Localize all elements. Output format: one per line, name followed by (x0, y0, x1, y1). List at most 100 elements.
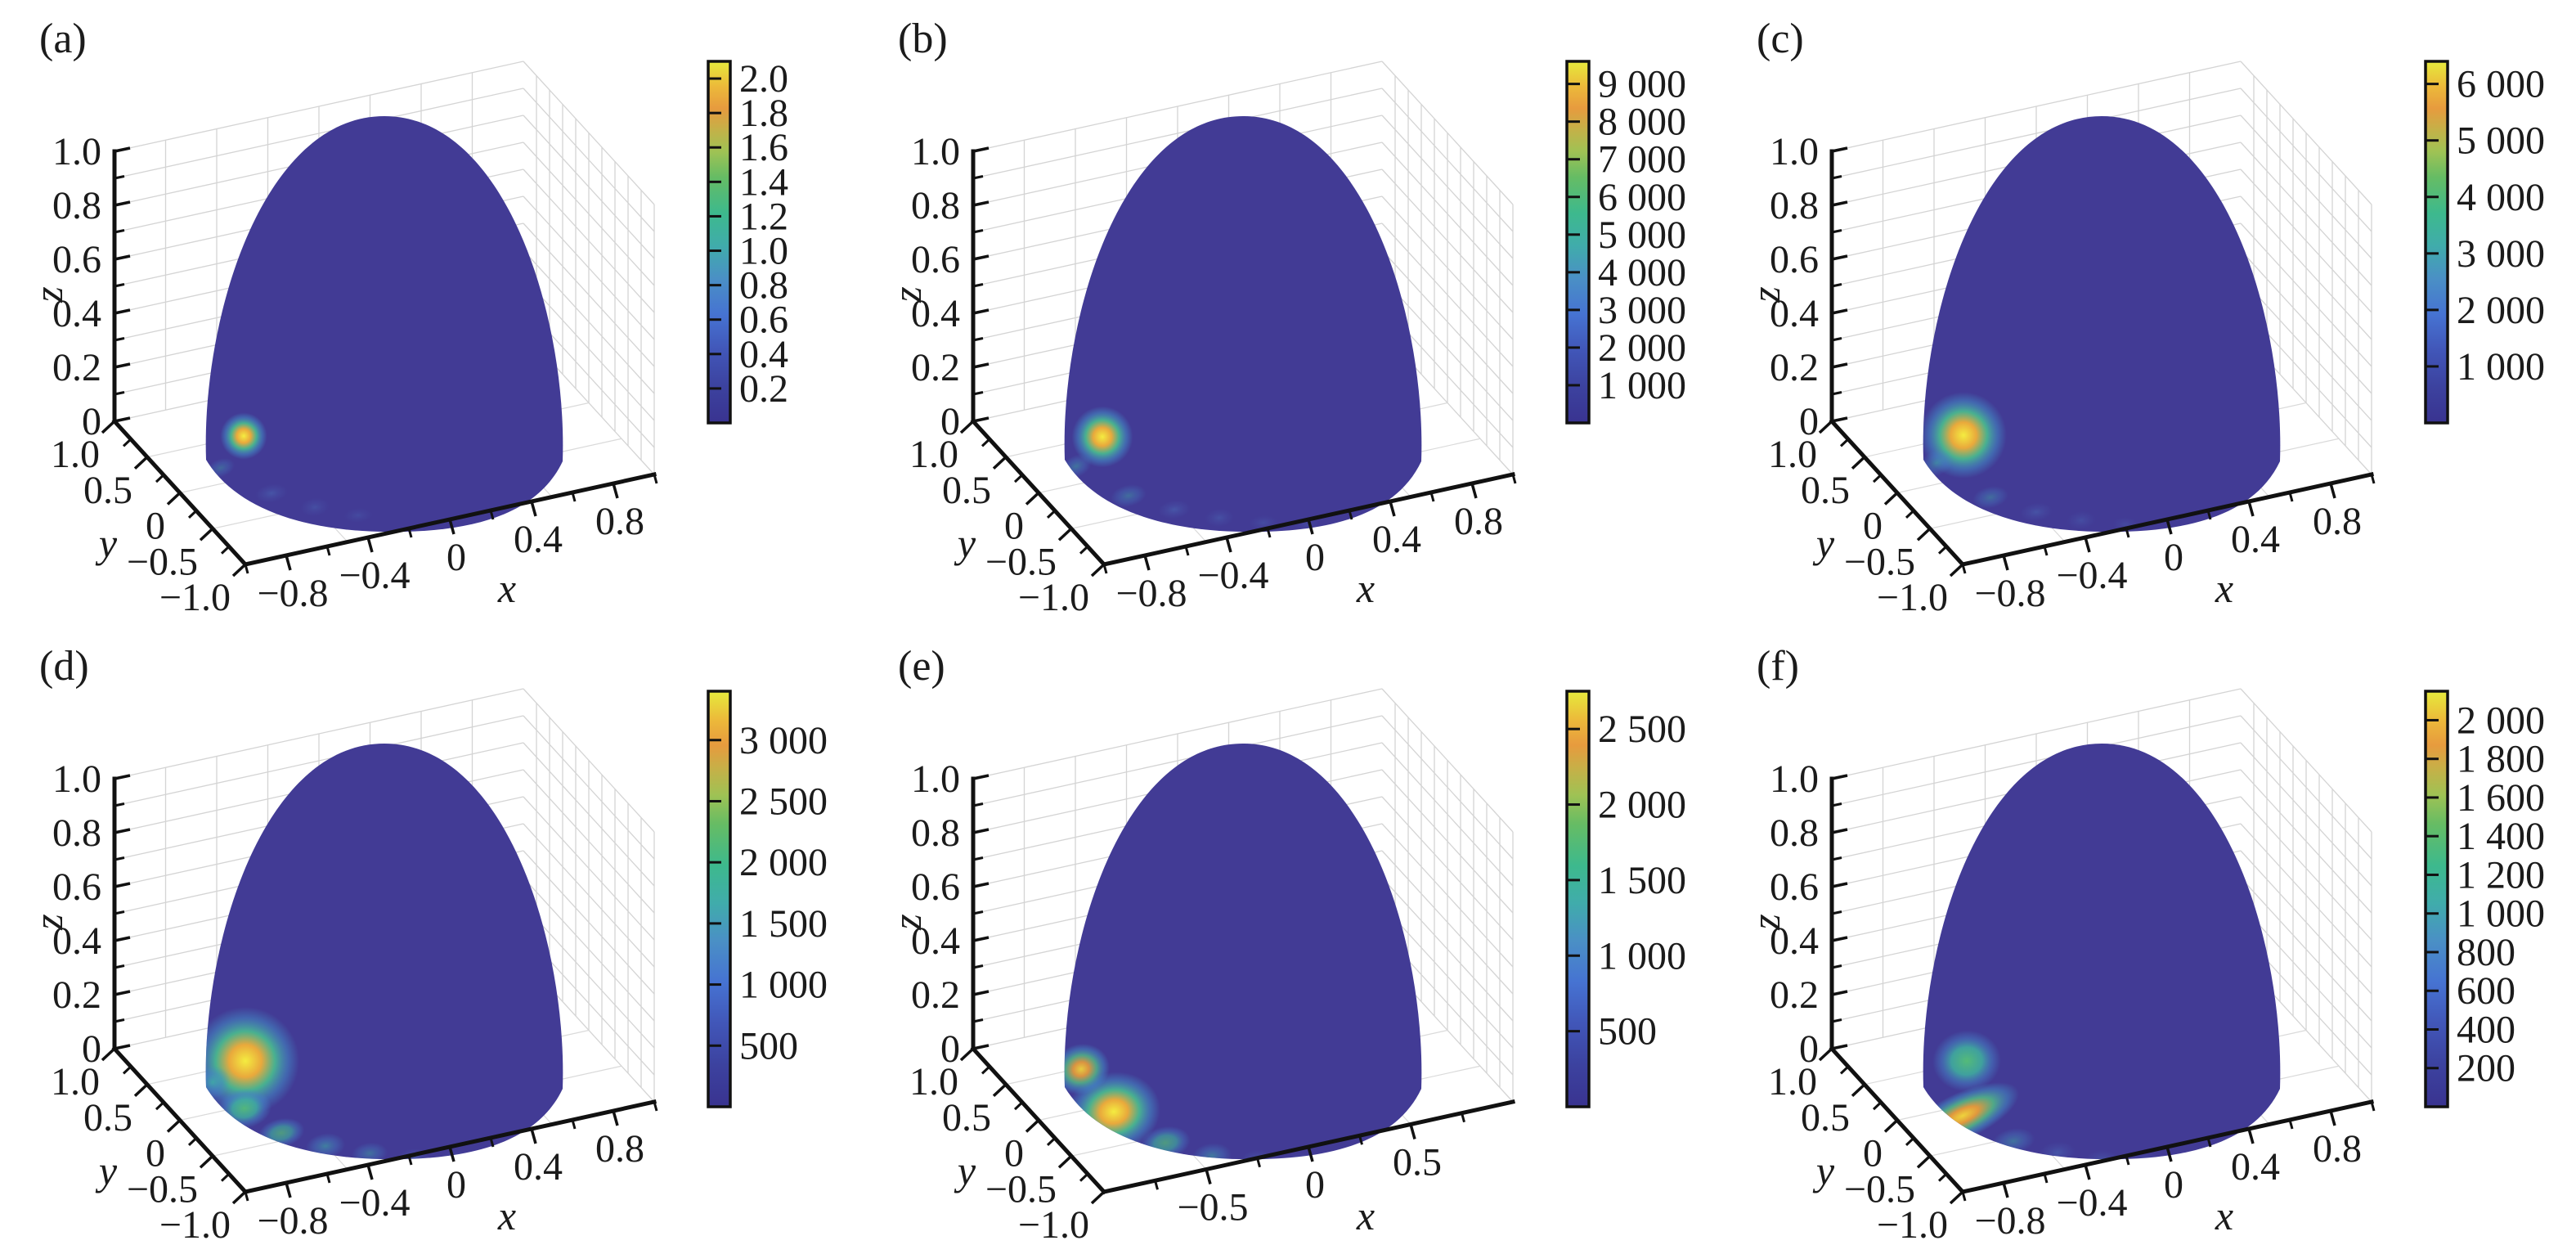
x-minor-tick (2043, 546, 2049, 556)
x-tick (1307, 1146, 1314, 1162)
x-minor-tick (1102, 564, 1108, 574)
z-minor-tick (972, 391, 984, 396)
y-tick-label: −1.0 (1877, 1203, 1948, 1247)
z-tick-label: 0.2 (1770, 973, 1819, 1017)
x-tick-label: 0.8 (2313, 1127, 2362, 1171)
x-tick-label: −0.8 (1974, 572, 2045, 615)
x-minor-tick (1184, 546, 1190, 556)
z-tick (972, 416, 990, 423)
z-tick-label: 0.4 (1770, 292, 1819, 335)
colorbar-tick-label: 1 000 (739, 963, 828, 1006)
z-axis-label: z (884, 914, 930, 930)
colorbar-tick-label: 1.0 (739, 230, 788, 273)
y-tick-label: 1.0 (1768, 433, 1817, 476)
y-tick-label: 0 (1004, 1131, 1024, 1175)
axis-ticks (1818, 146, 2376, 578)
z-minor-tick (972, 1018, 984, 1023)
axis-ticks (959, 146, 1517, 578)
x-minor-tick (1266, 528, 1272, 538)
hemisphere-surface (1923, 743, 2281, 1159)
y-tick-label: −0.5 (1844, 1167, 1915, 1211)
y-minor-tick (220, 546, 231, 555)
y-tick-label: −0.5 (985, 540, 1057, 583)
hotspot (1111, 484, 1147, 507)
hotspot (2130, 1151, 2160, 1159)
z-tick (1831, 308, 1848, 315)
y-tick (1057, 1154, 1073, 1169)
panel-c: 1.00.80.60.40.201.00.50−0.5−1.0 −0.8 −0.4 0… (1743, 16, 2545, 619)
colorbar-tick-label: 2 500 (1598, 708, 1686, 751)
z-tick (114, 416, 131, 423)
y-tick-label: 0 (1863, 505, 1883, 548)
y-tick-label: −1.0 (1018, 576, 1089, 619)
z-tick-label: 1.0 (52, 757, 101, 801)
y-minor-tick (1839, 438, 1850, 447)
x-tick-label: −0.8 (1115, 572, 1187, 615)
x-tick-label: 0 (1305, 1163, 1325, 1207)
y-minor-tick (220, 1172, 231, 1182)
colorbar (1565, 689, 1591, 1108)
z-minor-tick (114, 391, 125, 396)
colorbar-tick-label: 800 (2457, 930, 2515, 973)
z-tick-label: 0.6 (52, 238, 101, 281)
z-tick-label: 0.2 (52, 346, 101, 389)
colorbar-tick-label: 3 000 (1598, 289, 1686, 332)
z-tick (1831, 881, 1848, 888)
panel-cell-a: 1.0 0.8 0.6 0.4 0.2 0 1.0 0.5 0 −0.5 −1.0 −0.8 −0.4 0… (0, 0, 859, 627)
y-tick-label: 0.5 (1801, 1095, 1850, 1139)
y-tick (1851, 1082, 1866, 1097)
hotspot (205, 1065, 231, 1099)
y-tick (1025, 492, 1040, 506)
x-minor-tick (244, 1191, 249, 1201)
z-minor-tick (1831, 337, 1842, 342)
y-tick (959, 1047, 975, 1061)
z-minor-tick (114, 337, 125, 342)
hotspot (1064, 1043, 1110, 1094)
z-tick (114, 146, 131, 153)
z-tick (114, 881, 131, 888)
panel-b: 1.00.80.60.40.201.00.50−0.5−1.0 −0.8 −0.4 0… (884, 16, 1686, 619)
z-tick (972, 1043, 990, 1050)
x-axis-label: x (497, 565, 516, 611)
z-tick (1831, 200, 1848, 207)
x-axis-label: x (497, 1193, 516, 1238)
y-tick (1916, 1154, 1932, 1169)
z-tick (1831, 1043, 1848, 1050)
colorbar (1565, 60, 1591, 425)
z-minor-tick (114, 964, 125, 969)
z-tick-label: 0.2 (1770, 346, 1819, 389)
z-tick (1831, 146, 1848, 153)
panel-d: 1.00.80.60.40.201.00.50−0.5−1.0 −0.8 −0.4 0… (25, 643, 828, 1247)
panel-label: (c) (1757, 16, 1804, 62)
y-minor-tick (1872, 1101, 1883, 1110)
x-tick (1205, 1168, 1212, 1184)
z-tick-label: 0.4 (52, 292, 101, 335)
z-minor-tick (972, 175, 984, 180)
z-tick-label: 0.6 (911, 238, 960, 281)
z-tick (1831, 362, 1848, 369)
x-tick (366, 537, 374, 553)
x-minor-tick (2370, 1101, 2376, 1111)
y-tick-label: −0.5 (127, 540, 198, 583)
z-tick-label: 0.4 (911, 919, 960, 963)
colorbar-tick-label: 2 000 (2457, 699, 2545, 742)
x-tick-label: 0 (1305, 536, 1325, 579)
x-tick (1307, 519, 1314, 535)
x-tick-label: −0.8 (257, 1199, 328, 1243)
z-tick (114, 1043, 131, 1050)
x-minor-tick (325, 546, 331, 556)
x-tick-label: 0.4 (514, 1145, 563, 1189)
y-minor-tick (981, 1065, 991, 1074)
y-minor-tick (187, 510, 198, 519)
y-tick-label: 0.5 (942, 469, 991, 512)
colorbar-tick-label: 6 000 (2457, 63, 2545, 106)
x-tick (2084, 1164, 2091, 1180)
z-minor-tick (972, 964, 984, 969)
x-tick-label: −0.8 (1974, 1199, 2045, 1243)
colorbar-tick-label: 1 000 (1598, 364, 1686, 407)
y-tick-label: −0.5 (985, 1167, 1057, 1211)
y-minor-tick (1905, 510, 1915, 519)
colorbar-tick-label: 500 (1598, 1009, 1657, 1053)
y-minor-tick (1905, 1136, 1915, 1146)
